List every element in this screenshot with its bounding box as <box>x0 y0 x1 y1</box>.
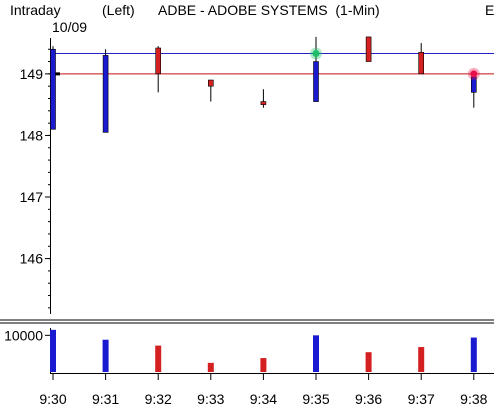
price-panel: 146 147 148 149 <box>20 36 494 309</box>
candle-body <box>102 55 109 133</box>
volume-bar <box>207 362 214 372</box>
time-tick-label: 9:32 <box>145 391 172 407</box>
time-tick-label: 9:30 <box>39 391 66 407</box>
candle-body <box>208 79 214 87</box>
mode-label: Intraday <box>10 2 61 18</box>
time-tick-label: 9:31 <box>92 391 119 407</box>
volume-bar <box>155 345 162 372</box>
marker-dot-green <box>312 50 320 58</box>
candle-body <box>313 61 319 102</box>
volume-bar <box>470 337 477 372</box>
time-tick-label: 9:35 <box>302 391 329 407</box>
candle-body <box>418 52 425 75</box>
volume-bar <box>260 358 267 372</box>
chart-title: ADBE - ADOBE SYSTEMS (1-Min) <box>158 2 380 18</box>
volume-tick-label: 10000 <box>4 327 43 343</box>
time-tick-label: 9:38 <box>460 391 487 407</box>
time-axis: 9:30 9:31 9:32 9:33 9:34 9:35 9:36 9:37 9:38 <box>39 373 488 407</box>
candle-body <box>260 101 267 105</box>
price-tick-label: 147 <box>20 189 44 205</box>
time-tick-label: 9:36 <box>355 391 382 407</box>
time-tick-label: 9:37 <box>408 391 435 407</box>
candle-body <box>365 36 372 62</box>
last-price-marker <box>55 72 60 76</box>
time-tick-label: 9:33 <box>197 391 224 407</box>
marker-dot-red <box>470 70 478 78</box>
price-tick-label: 149 <box>20 66 44 82</box>
candle-body <box>50 48 56 130</box>
volume-bar <box>313 335 319 372</box>
volume-bar <box>365 352 372 372</box>
candle-body <box>155 47 161 75</box>
volume-panel: 10000 <box>4 327 477 372</box>
header-cut-letter: E <box>485 2 494 18</box>
date-label: 10/09 <box>52 19 87 35</box>
volume-bar <box>418 347 425 372</box>
volume-bar <box>50 329 56 372</box>
time-tick-label: 9:34 <box>250 391 277 407</box>
side-label: (Left) <box>102 2 135 18</box>
volume-bar <box>102 339 109 372</box>
price-tick-label: 148 <box>20 127 44 143</box>
price-tick-label: 146 <box>20 251 44 267</box>
